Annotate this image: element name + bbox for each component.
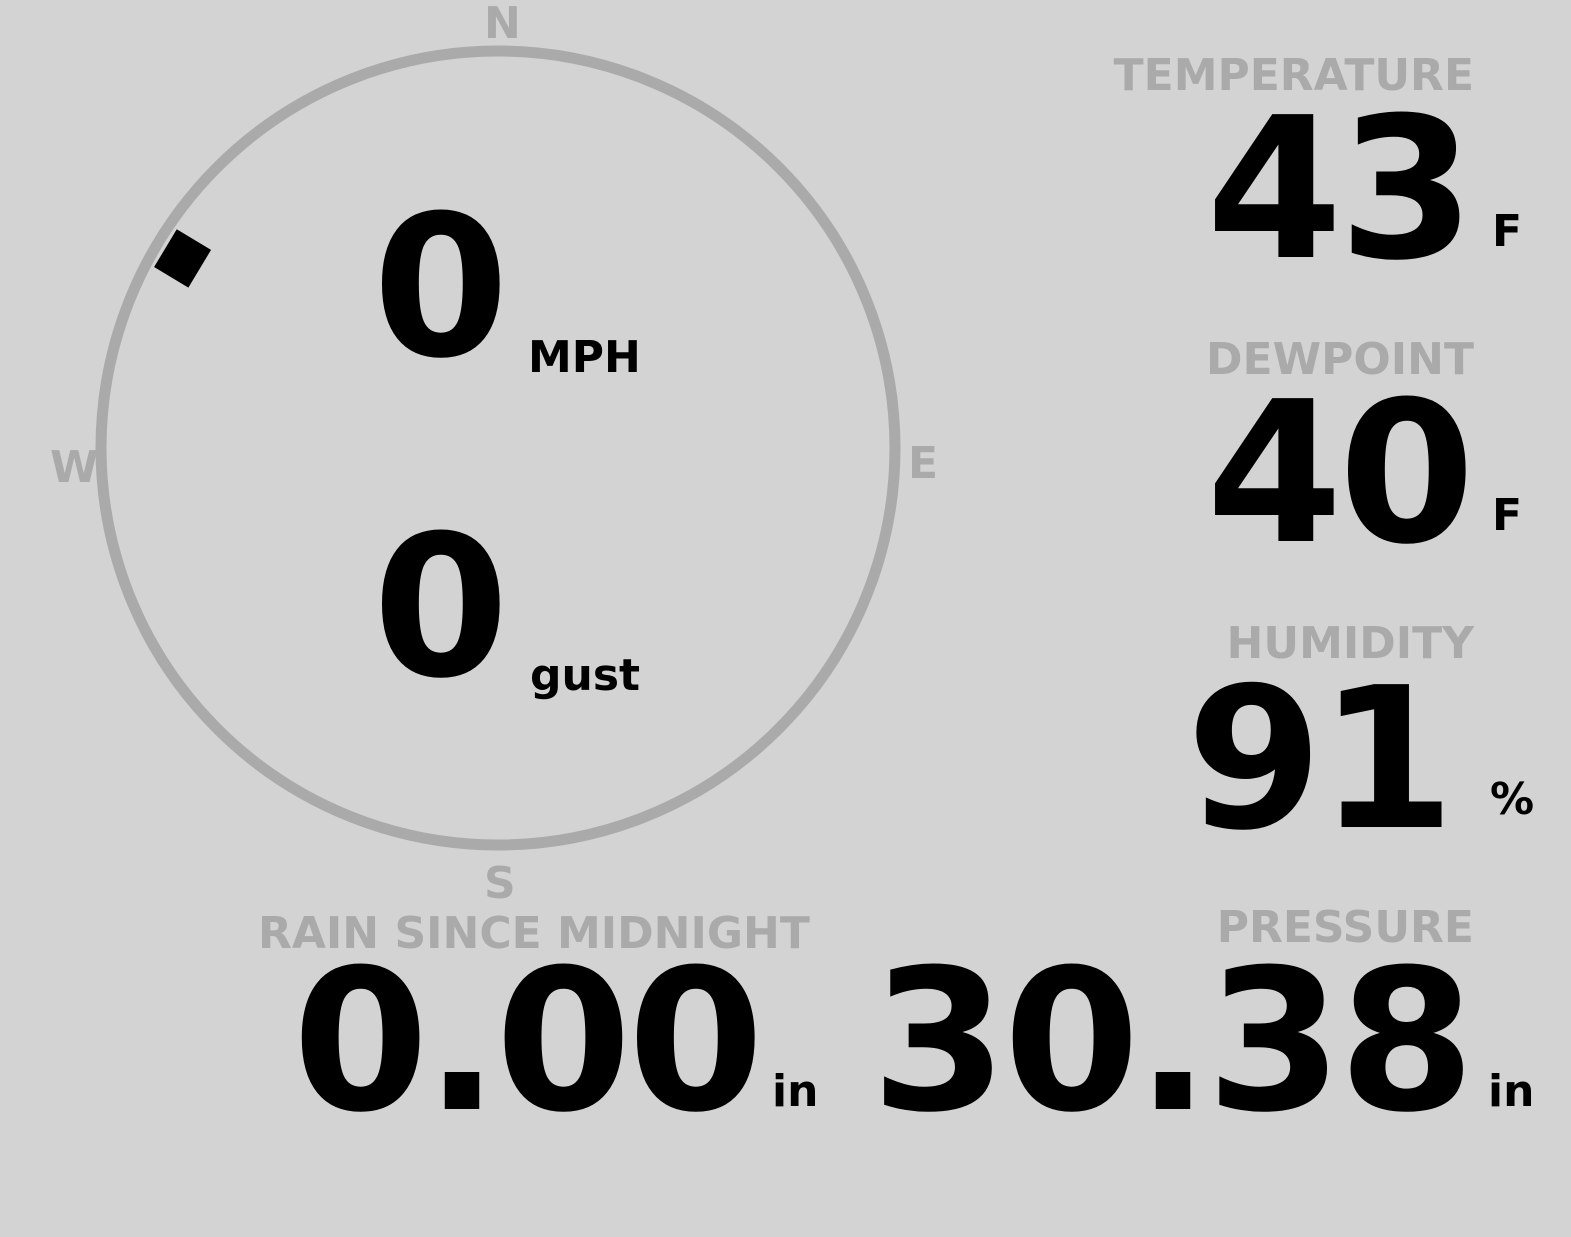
compass-south: S bbox=[484, 858, 516, 909]
wind-direction-marker bbox=[154, 229, 212, 288]
pressure-unit: in bbox=[1488, 1066, 1535, 1117]
temperature-label: TEMPERATURE bbox=[1113, 50, 1474, 101]
wind-compass bbox=[95, 45, 901, 851]
pressure-label: PRESSURE bbox=[1216, 902, 1474, 953]
temperature-unit: F bbox=[1492, 206, 1523, 257]
temperature-value: 43 bbox=[1206, 76, 1475, 304]
compass-west: W bbox=[50, 442, 99, 493]
rain-label: RAIN SINCE MIDNIGHT bbox=[258, 908, 810, 959]
dewpoint-value: 40 bbox=[1206, 360, 1475, 588]
compass-ring bbox=[95, 45, 901, 851]
compass-north: N bbox=[484, 0, 521, 49]
wind-speed-unit: MPH bbox=[528, 332, 641, 383]
rain-value: 0.00 bbox=[292, 928, 764, 1156]
pressure-value: 30.38 bbox=[871, 928, 1475, 1156]
humidity-value: 91 bbox=[1186, 646, 1455, 874]
wind-gust-value: 0 bbox=[372, 494, 509, 722]
compass-east: E bbox=[908, 438, 939, 489]
dewpoint-label: DEWPOINT bbox=[1206, 334, 1474, 385]
wind-gust-label: gust bbox=[530, 650, 641, 701]
rain-unit: in bbox=[772, 1066, 819, 1117]
dewpoint-unit: F bbox=[1492, 490, 1523, 541]
humidity-label: HUMIDITY bbox=[1226, 618, 1474, 669]
humidity-unit: % bbox=[1490, 774, 1535, 825]
wind-speed-value: 0 bbox=[372, 174, 509, 402]
